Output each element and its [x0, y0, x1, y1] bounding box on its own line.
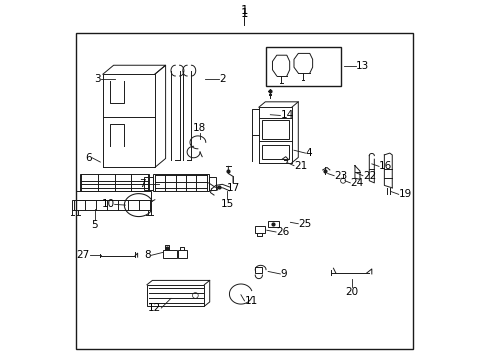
Text: 2: 2 [219, 74, 225, 84]
Text: 15: 15 [220, 199, 233, 209]
Bar [76, 33, 412, 348]
Bar [265, 46, 341, 86]
Bar [254, 267, 262, 273]
Text: 1: 1 [240, 7, 248, 20]
Text: 3: 3 [94, 74, 101, 84]
Text: 20: 20 [345, 287, 358, 297]
Bar [208, 177, 215, 190]
Text: 16: 16 [378, 161, 391, 171]
Text: 14: 14 [280, 111, 293, 121]
Text: 22: 22 [362, 171, 375, 181]
Text: 21: 21 [293, 161, 306, 171]
Text: 24: 24 [349, 178, 363, 188]
Text: 9: 9 [280, 269, 286, 279]
Text: 1: 1 [240, 4, 248, 17]
Bar [261, 145, 288, 159]
Bar [153, 174, 208, 192]
Bar [255, 226, 265, 233]
Bar [147, 285, 204, 306]
Text: 25: 25 [298, 219, 311, 229]
Bar [144, 177, 153, 190]
Text: 4: 4 [305, 148, 311, 158]
Bar [80, 174, 149, 192]
Text: 13: 13 [355, 61, 368, 71]
Text: 19: 19 [398, 189, 411, 199]
Bar [163, 250, 177, 258]
Text: 7: 7 [139, 179, 145, 189]
Bar [72, 200, 151, 211]
Bar [261, 120, 288, 139]
Text: 8: 8 [144, 250, 151, 260]
Text: 5: 5 [91, 220, 98, 230]
Text: 26: 26 [276, 227, 289, 237]
Bar [267, 221, 278, 227]
Text: 18: 18 [193, 123, 206, 133]
Bar [178, 250, 187, 258]
Text: 23: 23 [333, 171, 346, 181]
Text: 17: 17 [226, 183, 239, 193]
Text: 27: 27 [76, 250, 89, 260]
Bar [76, 191, 151, 201]
Text: 10: 10 [102, 199, 115, 210]
Text: 6: 6 [85, 153, 92, 163]
Text: 11: 11 [244, 296, 257, 306]
Text: 12: 12 [148, 303, 161, 313]
